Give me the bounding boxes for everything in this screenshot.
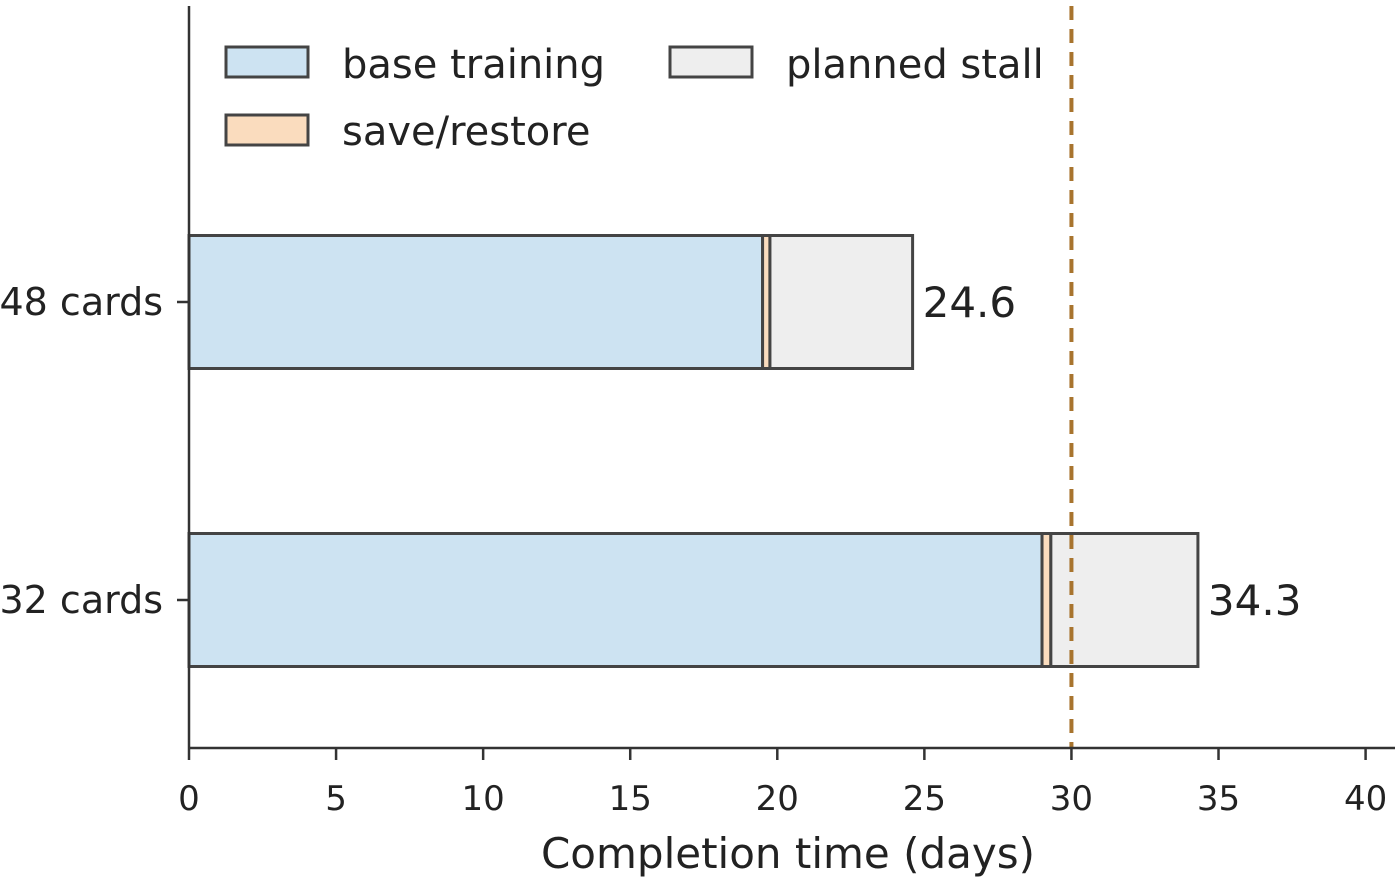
bar-segment-base-training-0 [187,234,765,370]
axes-layer: 48 cards 32 cards 0 5 10 15 20 25 30 35 40 [0,6,1395,819]
bar-segment-planned-stall-1 [1049,532,1200,668]
y-tick-label-1: 32 cards [0,578,163,622]
legend-label-planned-stall: planned stall [786,42,1044,88]
total-label-0: 24.6 [923,278,1017,327]
x-tick-label-0: 0 [178,779,200,819]
total-label-1: 34.3 [1208,576,1302,625]
legend-swatch-planned-stall [668,45,754,79]
x-tick-label-2: 10 [462,779,505,819]
x-tick-label-3: 15 [609,779,652,819]
bar-segment-base-training-1 [187,532,1044,668]
x-tick-label-1: 5 [325,779,347,819]
labels-layer: 24.6 34.3 [923,278,1302,625]
y-tick-label-0: 48 cards [0,280,163,324]
x-tick-label-7: 35 [1197,779,1240,819]
legend-label-save-restore: save/restore [342,109,590,155]
x-tick-label-5: 25 [903,779,946,819]
x-tick-label-8: 40 [1344,779,1387,819]
legend-swatch-base-training [224,45,310,79]
x-axis-title: Completion time (days) [541,829,1035,878]
legend-swatch-save-restore [224,113,310,147]
x-tick-label-4: 20 [756,779,799,819]
bars-layer [187,234,1200,668]
legend: base training save/restore planned stall [224,42,1044,155]
legend-label-base-training: base training [342,42,605,88]
x-tick-label-6: 30 [1050,779,1093,819]
bar-segment-planned-stall-0 [768,234,915,370]
